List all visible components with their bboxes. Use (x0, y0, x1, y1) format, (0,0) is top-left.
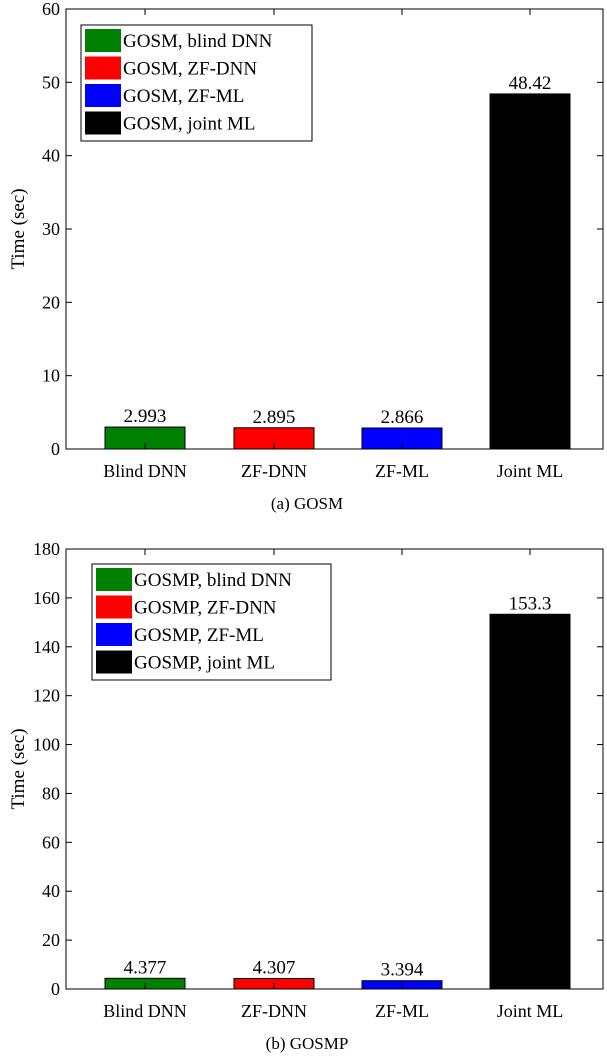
legend-swatch (85, 111, 121, 135)
y-tick-label: 60 (42, 832, 60, 852)
bar-joint-ml (489, 613, 571, 990)
legend: GOSMP, blind DNN GOSMP, ZF-DNN GOSMP, ZF-M… (91, 563, 332, 681)
x-tick-label: Joint ML (497, 461, 564, 481)
bar-value-label: 2.993 (124, 406, 167, 427)
legend-entry: GOSMP, joint ML (134, 653, 275, 674)
legend-entry: GOSM, ZF-ML (123, 86, 244, 107)
x-tick-label: ZF-DNN (241, 461, 307, 481)
legend-entry: GOSM, ZF-DNN (123, 59, 257, 80)
y-tick-label: 0 (51, 439, 60, 459)
legend-swatch (96, 595, 132, 619)
bar-value-label: 48.42 (509, 73, 552, 94)
bar-value-label: 4.377 (124, 957, 167, 978)
x-tick-label: Blind DNN (103, 1001, 187, 1021)
legend-entry: GOSMP, ZF-ML (134, 625, 264, 646)
legend-swatch (96, 623, 132, 646)
x-tick-label: ZF-DNN (241, 1001, 307, 1021)
y-tick-label: 120 (33, 686, 60, 706)
y-tick-label: 100 (33, 735, 60, 755)
y-tick-label: 20 (42, 930, 60, 950)
bar-value-label: 153.3 (509, 593, 552, 614)
chart-panel-1: 2.993 2.895 2.866 48.42 0 10 20 30 40 50 60 Blind D… (8, 0, 604, 513)
y-axis-title: Time (sec) (8, 728, 29, 809)
legend-swatch (96, 568, 132, 591)
x-tick-label: Blind DNN (103, 461, 187, 481)
legend-entry: GOSM, joint ML (123, 114, 256, 135)
bar-value-label: 2.866 (381, 407, 424, 428)
y-axis-title: Time (sec) (8, 188, 29, 269)
legend-swatch (85, 29, 121, 52)
panel-caption: (a) GOSM (271, 494, 343, 513)
legend-swatch (85, 56, 121, 80)
chart-panel-2: 4.377 4.307 3.394 153.3 0 20 40 60 80 100 120 140 16… (8, 539, 604, 1053)
legend-entry: GOSMP, ZF-DNN (134, 598, 277, 619)
legend: GOSM, blind DNN GOSM, ZF-DNN GOSM, ZF-ML GO… (80, 24, 313, 142)
y-tick-label: 50 (42, 72, 60, 92)
y-tick-label: 30 (42, 219, 60, 239)
y-tick-label: 20 (42, 292, 60, 312)
y-tick-label: 40 (42, 146, 60, 166)
legend-swatch (85, 84, 121, 107)
y-tick-label: 160 (33, 588, 60, 608)
x-tick-label: ZF-ML (375, 1001, 429, 1021)
legend-entry: GOSM, blind DNN (123, 31, 273, 52)
bar-value-label: 3.394 (381, 960, 424, 981)
y-tick-label: 10 (42, 366, 60, 386)
panel-caption: (b) GOSMP (266, 1034, 349, 1053)
y-tick-label: 0 (51, 979, 60, 999)
y-tick-label: 180 (33, 539, 60, 559)
y-tick-label: 60 (42, 0, 60, 19)
y-tick-label: 140 (33, 637, 60, 657)
x-tick-label: ZF-ML (375, 461, 429, 481)
x-tick-label: Joint ML (497, 1001, 564, 1021)
bar-value-label: 4.307 (253, 957, 296, 978)
y-tick-label: 40 (42, 881, 60, 901)
axes-box (65, 548, 604, 990)
bar-value-label: 2.895 (253, 407, 296, 428)
legend-entry: GOSMP, blind DNN (134, 570, 292, 591)
bar-joint-ml (489, 93, 571, 450)
y-tick-label: 80 (42, 783, 60, 803)
legend-swatch (96, 650, 132, 674)
